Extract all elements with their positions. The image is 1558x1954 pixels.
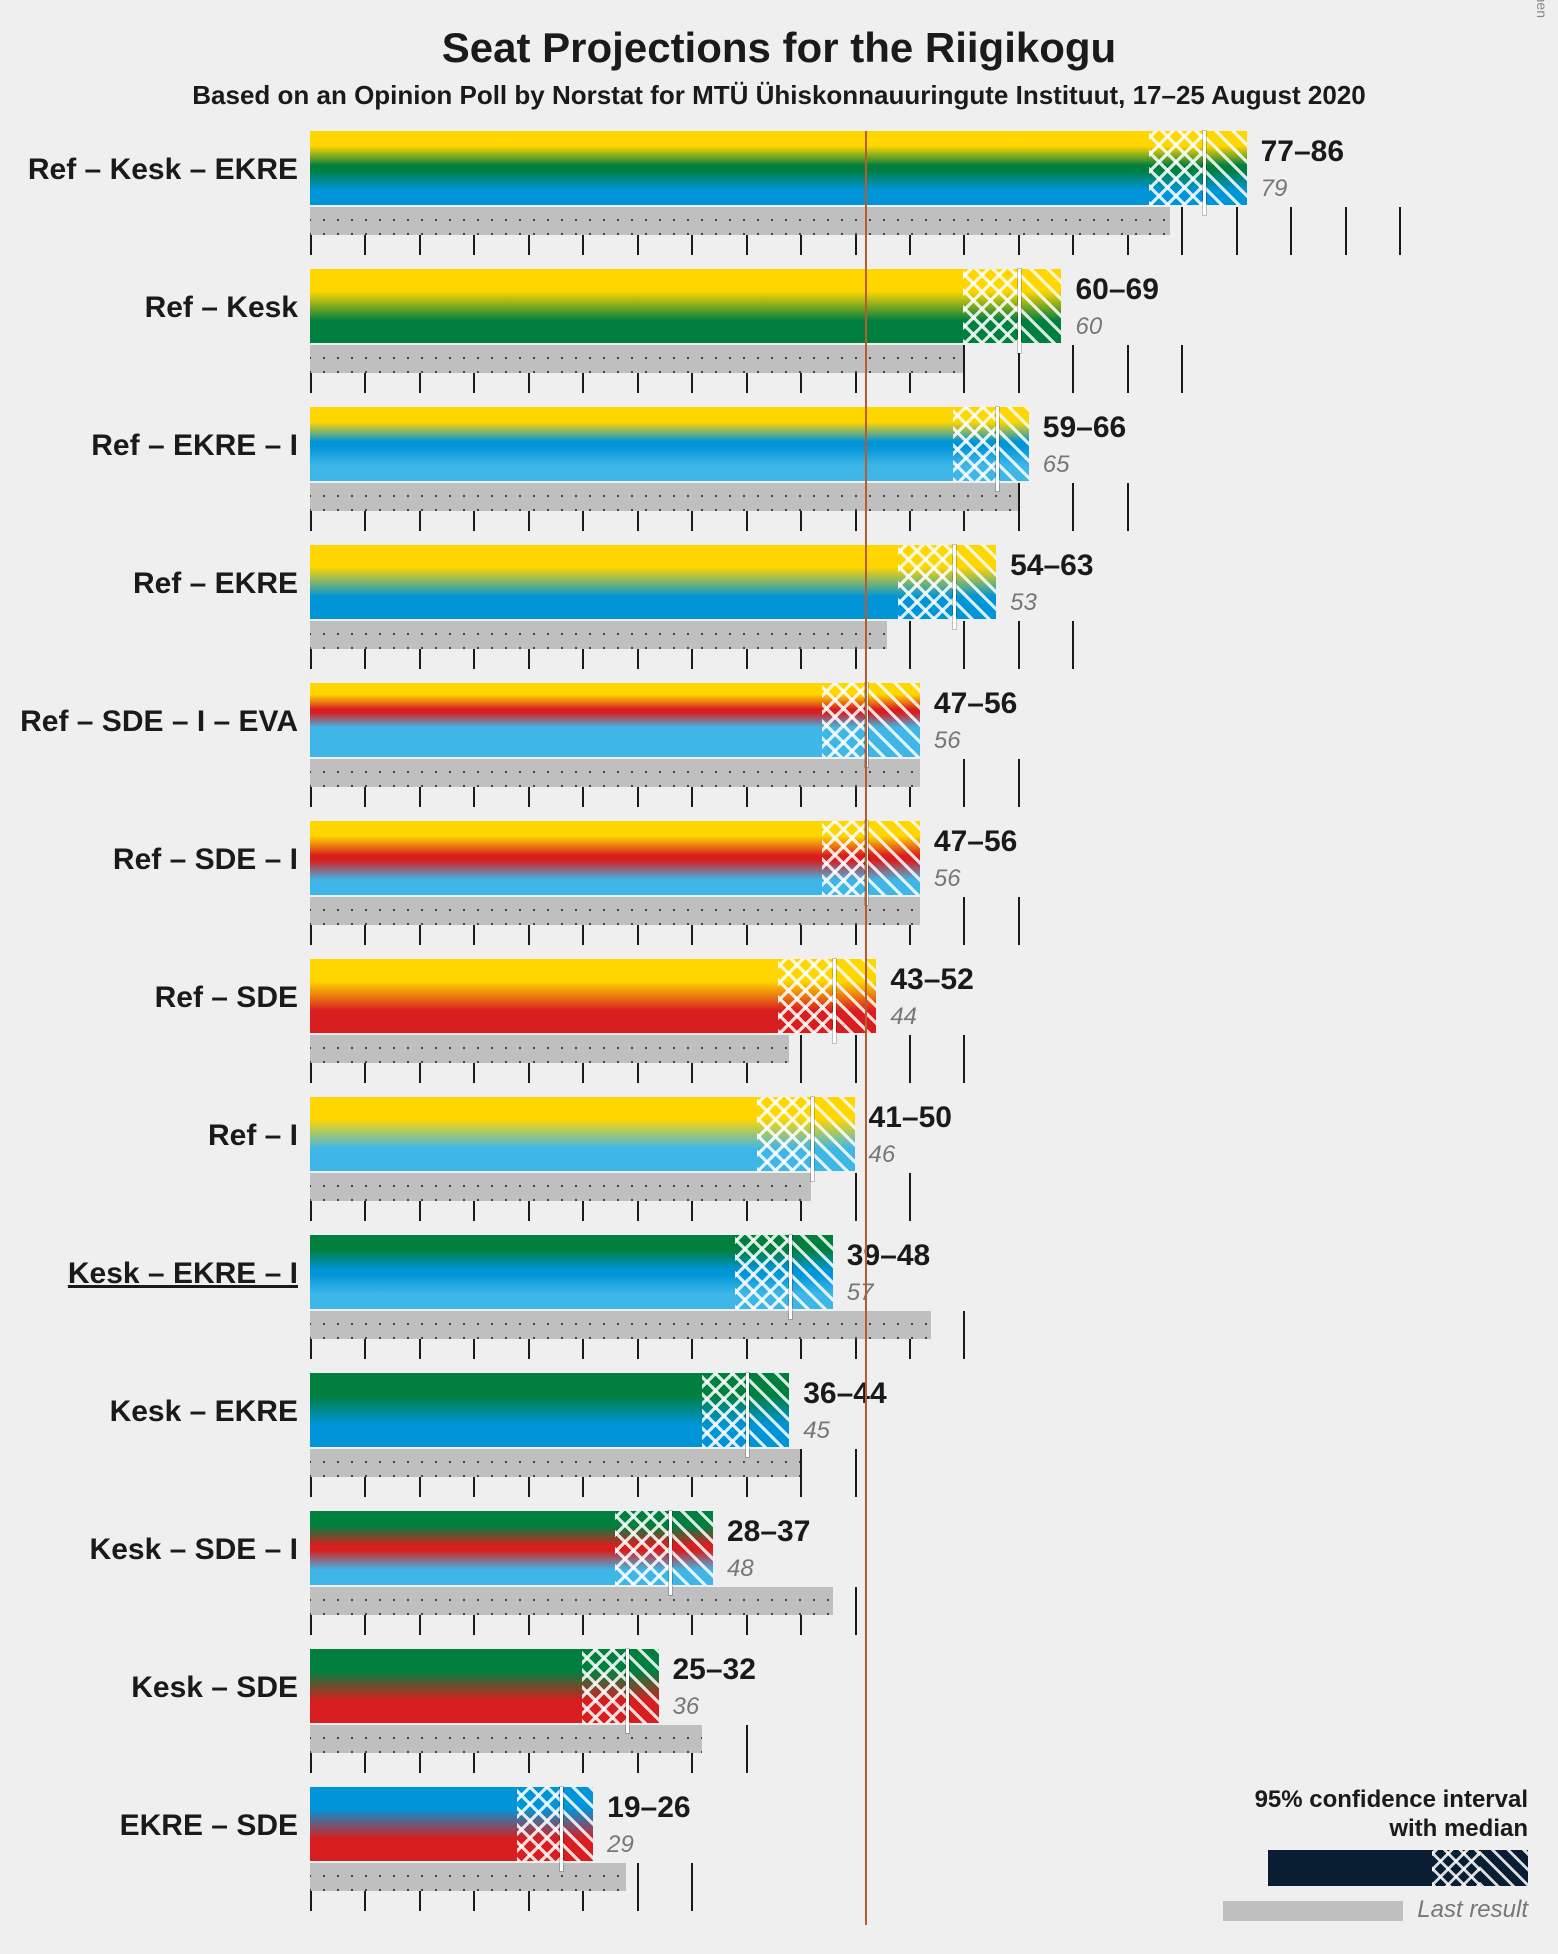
coalition-label: Ref – SDE – I <box>113 843 298 877</box>
coalition-label: Ref – Kesk – EKRE <box>28 153 298 187</box>
coalition-label: EKRE – SDE <box>120 1809 298 1843</box>
range-label: 47–56 <box>934 687 1017 721</box>
last-result-label: 46 <box>869 1141 896 1169</box>
last-result-label: 57 <box>847 1279 874 1307</box>
last-result-label: 48 <box>727 1555 754 1583</box>
last-result-label: 65 <box>1043 451 1070 479</box>
coalition-row: Ref – Kesk – EKRE77–8679 <box>310 131 1410 263</box>
majority-line <box>865 131 867 1925</box>
coalition-row: Kesk – EKRE36–4445 <box>310 1373 1410 1505</box>
projection-bar <box>310 269 1061 343</box>
coalition-row: Ref – I41–5046 <box>310 1097 1410 1229</box>
chart-area: Ref – Kesk – EKRE77–8679Ref – Kesk60–696… <box>310 131 1410 1919</box>
coalition-label: Ref – EKRE <box>133 567 298 601</box>
projection-bar <box>310 1787 593 1861</box>
last-result-bar <box>310 759 920 787</box>
chart-title: Seat Projections for the Riigikogu <box>0 0 1558 72</box>
coalition-label: Ref – SDE <box>155 981 298 1015</box>
coalition-row: Ref – SDE – I47–5656 <box>310 821 1410 953</box>
last-result-label: 60 <box>1075 313 1102 341</box>
range-label: 25–32 <box>673 1653 756 1687</box>
projection-bar <box>310 407 1029 481</box>
projection-bar <box>310 1511 713 1585</box>
last-result-label: 56 <box>934 727 961 755</box>
copyright: © 2020 Filip van Laenen <box>1534 0 1550 18</box>
last-result-bar <box>310 897 920 925</box>
last-result-bar <box>310 1311 931 1339</box>
coalition-row: Ref – Kesk60–6960 <box>310 269 1410 401</box>
last-result-label: 36 <box>673 1693 700 1721</box>
coalition-label: Kesk – EKRE – I <box>68 1257 298 1291</box>
range-label: 54–63 <box>1010 549 1093 583</box>
projection-bar <box>310 683 920 757</box>
last-result-bar <box>310 1587 833 1615</box>
legend-last-text: Last result <box>1417 1896 1528 1923</box>
coalition-row: Ref – SDE – I – EVA47–5656 <box>310 683 1410 815</box>
range-label: 39–48 <box>847 1239 930 1273</box>
coalition-label: Kesk – SDE – I <box>90 1533 298 1567</box>
coalition-label: Kesk – SDE <box>131 1671 298 1705</box>
projection-bar <box>310 545 996 619</box>
range-label: 36–44 <box>803 1377 886 1411</box>
last-result-bar <box>310 1863 626 1891</box>
projection-bar <box>310 959 876 1033</box>
last-result-label: 56 <box>934 865 961 893</box>
last-result-label: 45 <box>803 1417 830 1445</box>
last-result-label: 79 <box>1261 175 1288 203</box>
legend-last-swatch <box>1223 1901 1403 1921</box>
coalition-label: Ref – Kesk <box>145 291 298 325</box>
coalition-row: Kesk – SDE25–3236 <box>310 1649 1410 1781</box>
projection-bar <box>310 1649 659 1723</box>
last-result-label: 44 <box>890 1003 917 1031</box>
last-result-label: 53 <box>1010 589 1037 617</box>
projection-bar <box>310 1097 855 1171</box>
range-label: 47–56 <box>934 825 1017 859</box>
legend-ci-text-2: with median <box>1389 1815 1528 1842</box>
last-result-bar <box>310 1035 789 1063</box>
last-result-bar <box>310 621 887 649</box>
projection-bar <box>310 131 1247 205</box>
coalition-label: Kesk – EKRE <box>110 1395 298 1429</box>
coalition-row: Ref – EKRE54–6353 <box>310 545 1410 677</box>
legend-ci-text-1: 95% confidence interval <box>1255 1786 1528 1813</box>
range-label: 59–66 <box>1043 411 1126 445</box>
range-label: 41–50 <box>869 1101 952 1135</box>
legend: 95% confidence interval with median Last… <box>1223 1786 1528 1924</box>
coalition-row: Kesk – SDE – I28–3748 <box>310 1511 1410 1643</box>
last-result-bar <box>310 207 1170 235</box>
range-label: 19–26 <box>607 1791 690 1825</box>
range-label: 28–37 <box>727 1515 810 1549</box>
coalition-row: Ref – SDE43–5244 <box>310 959 1410 1091</box>
last-result-bar <box>310 1173 811 1201</box>
range-label: 43–52 <box>890 963 973 997</box>
projection-bar <box>310 1235 833 1309</box>
last-result-bar <box>310 483 1018 511</box>
last-result-label: 29 <box>607 1831 634 1859</box>
coalition-label: Ref – EKRE – I <box>91 429 298 463</box>
coalition-label: Ref – SDE – I – EVA <box>20 705 298 739</box>
projection-bar <box>310 821 920 895</box>
last-result-bar <box>310 1725 702 1753</box>
legend-ci-swatch <box>1268 1850 1528 1886</box>
coalition-row: Ref – EKRE – I59–6665 <box>310 407 1410 539</box>
range-label: 60–69 <box>1075 273 1158 307</box>
range-label: 77–86 <box>1261 135 1344 169</box>
coalition-row: Kesk – EKRE – I39–4857 <box>310 1235 1410 1367</box>
last-result-bar <box>310 1449 800 1477</box>
chart-subtitle: Based on an Opinion Poll by Norstat for … <box>0 72 1558 131</box>
projection-bar <box>310 1373 789 1447</box>
coalition-label: Ref – I <box>208 1119 298 1153</box>
